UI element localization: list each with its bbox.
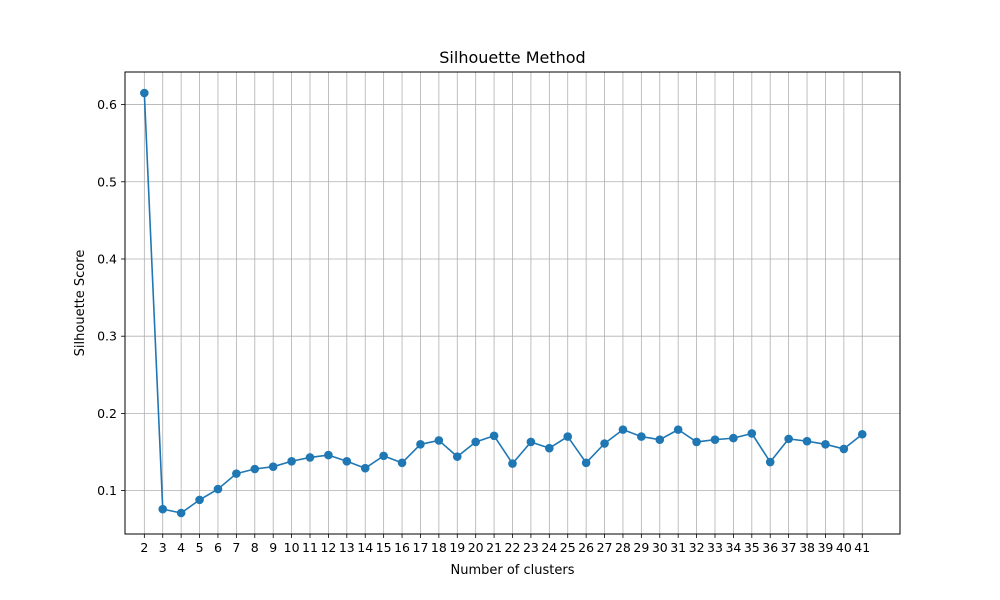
x-tick-label: 12 xyxy=(320,540,336,555)
data-point xyxy=(857,429,867,439)
x-tick-label: 38 xyxy=(799,540,815,555)
data-point xyxy=(140,88,149,98)
y-axis-ticks: 0.1 0.2 0.3 0.4 0.5 0.6 xyxy=(97,97,125,498)
y-tick-label: 0.2 xyxy=(97,406,117,421)
data-point xyxy=(489,431,499,441)
x-tick-label: 10 xyxy=(284,540,300,555)
data-point xyxy=(637,432,646,441)
y-axis-title: Silhouette Score xyxy=(73,250,88,357)
x-tick-label: 23 xyxy=(523,540,539,555)
data-point xyxy=(563,432,573,441)
x-tick-label: 28 xyxy=(615,540,631,555)
x-tick-label: 24 xyxy=(541,540,557,555)
data-markers xyxy=(140,88,867,518)
x-tick-label: 3 xyxy=(159,540,167,555)
x-tick-label: 30 xyxy=(652,540,668,555)
series-line xyxy=(143,92,863,514)
data-point xyxy=(268,462,278,471)
y-tick-label: 0.4 xyxy=(97,251,117,266)
x-tick-label: 2 xyxy=(140,540,148,555)
data-point xyxy=(342,456,352,466)
data-point xyxy=(305,453,315,462)
data-point xyxy=(655,435,665,444)
x-tick-label: 17 xyxy=(413,540,429,555)
data-point xyxy=(434,436,444,445)
data-point xyxy=(784,434,793,444)
x-tick-label: 8 xyxy=(251,540,259,555)
data-point xyxy=(471,437,480,447)
x-tick-label: 34 xyxy=(725,540,741,555)
data-point xyxy=(287,456,296,466)
x-tick-label: 32 xyxy=(689,540,705,555)
data-point xyxy=(232,469,241,478)
data-point xyxy=(452,452,462,461)
data-point xyxy=(526,437,536,447)
data-point xyxy=(821,439,830,449)
x-tick-label: 9 xyxy=(269,540,277,555)
x-tick-label: 21 xyxy=(486,540,502,555)
data-point xyxy=(673,425,683,434)
data-point xyxy=(416,439,425,449)
x-tick-label: 27 xyxy=(597,540,613,555)
data-point xyxy=(802,436,812,446)
y-tick-label: 0.6 xyxy=(97,97,117,112)
series-line-layer xyxy=(143,92,863,514)
data-point xyxy=(710,435,720,444)
data-point xyxy=(397,458,407,468)
data-point xyxy=(839,444,849,454)
x-tick-label: 4 xyxy=(177,540,185,555)
data-point xyxy=(729,433,738,443)
x-tick-label: 18 xyxy=(431,540,447,555)
x-tick-label: 19 xyxy=(449,540,465,555)
x-tick-label: 6 xyxy=(214,540,222,555)
x-tick-label: 40 xyxy=(836,540,852,555)
x-tick-label: 11 xyxy=(302,540,318,555)
y-tick-label: 0.3 xyxy=(97,329,117,344)
data-point xyxy=(692,437,701,447)
x-tick-label: 13 xyxy=(339,540,355,555)
data-point xyxy=(545,443,554,453)
x-tick-label: 16 xyxy=(394,540,410,555)
x-tick-label: 36 xyxy=(762,540,778,555)
data-point xyxy=(765,457,775,467)
data-point xyxy=(508,459,517,468)
x-tick-label: 7 xyxy=(232,540,240,555)
x-tick-label: 35 xyxy=(744,540,760,555)
data-point xyxy=(213,484,223,494)
x-tick-label: 15 xyxy=(376,540,392,555)
x-tick-label: 5 xyxy=(196,540,204,555)
data-point xyxy=(581,458,591,468)
data-point xyxy=(176,508,186,518)
y-tick-label: 0.5 xyxy=(97,174,117,189)
data-point xyxy=(600,439,609,448)
data-point xyxy=(324,450,333,460)
x-tick-label: 33 xyxy=(707,540,723,555)
x-tick-label: 26 xyxy=(578,540,594,555)
data-point xyxy=(250,464,260,474)
x-tick-label: 41 xyxy=(854,540,870,555)
x-tick-label: 22 xyxy=(505,540,521,555)
data-point xyxy=(360,463,370,473)
x-axis-ticks: 2 3 4 5 6 7 8 9 10 11 12 13 14 15 16 17 18 19 20 21 22 23 24 25… xyxy=(140,534,870,555)
data-point xyxy=(158,504,168,514)
x-tick-label: 29 xyxy=(633,540,649,555)
x-tick-label: 39 xyxy=(817,540,833,555)
data-point xyxy=(618,425,628,434)
data-point xyxy=(195,495,204,505)
x-axis-title: Number of clusters xyxy=(450,563,574,578)
chart-title: Silhouette Method xyxy=(439,48,585,67)
x-tick-label: 25 xyxy=(560,540,576,555)
x-tick-label: 31 xyxy=(670,540,686,555)
x-tick-label: 14 xyxy=(357,540,373,555)
data-point xyxy=(747,429,757,438)
x-tick-label: 20 xyxy=(468,540,484,555)
y-tick-label: 0.1 xyxy=(97,483,117,498)
data-point xyxy=(379,451,388,461)
x-tick-label: 37 xyxy=(781,540,797,555)
